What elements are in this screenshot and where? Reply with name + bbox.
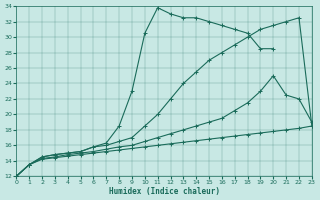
X-axis label: Humidex (Indice chaleur): Humidex (Indice chaleur): [108, 187, 220, 196]
